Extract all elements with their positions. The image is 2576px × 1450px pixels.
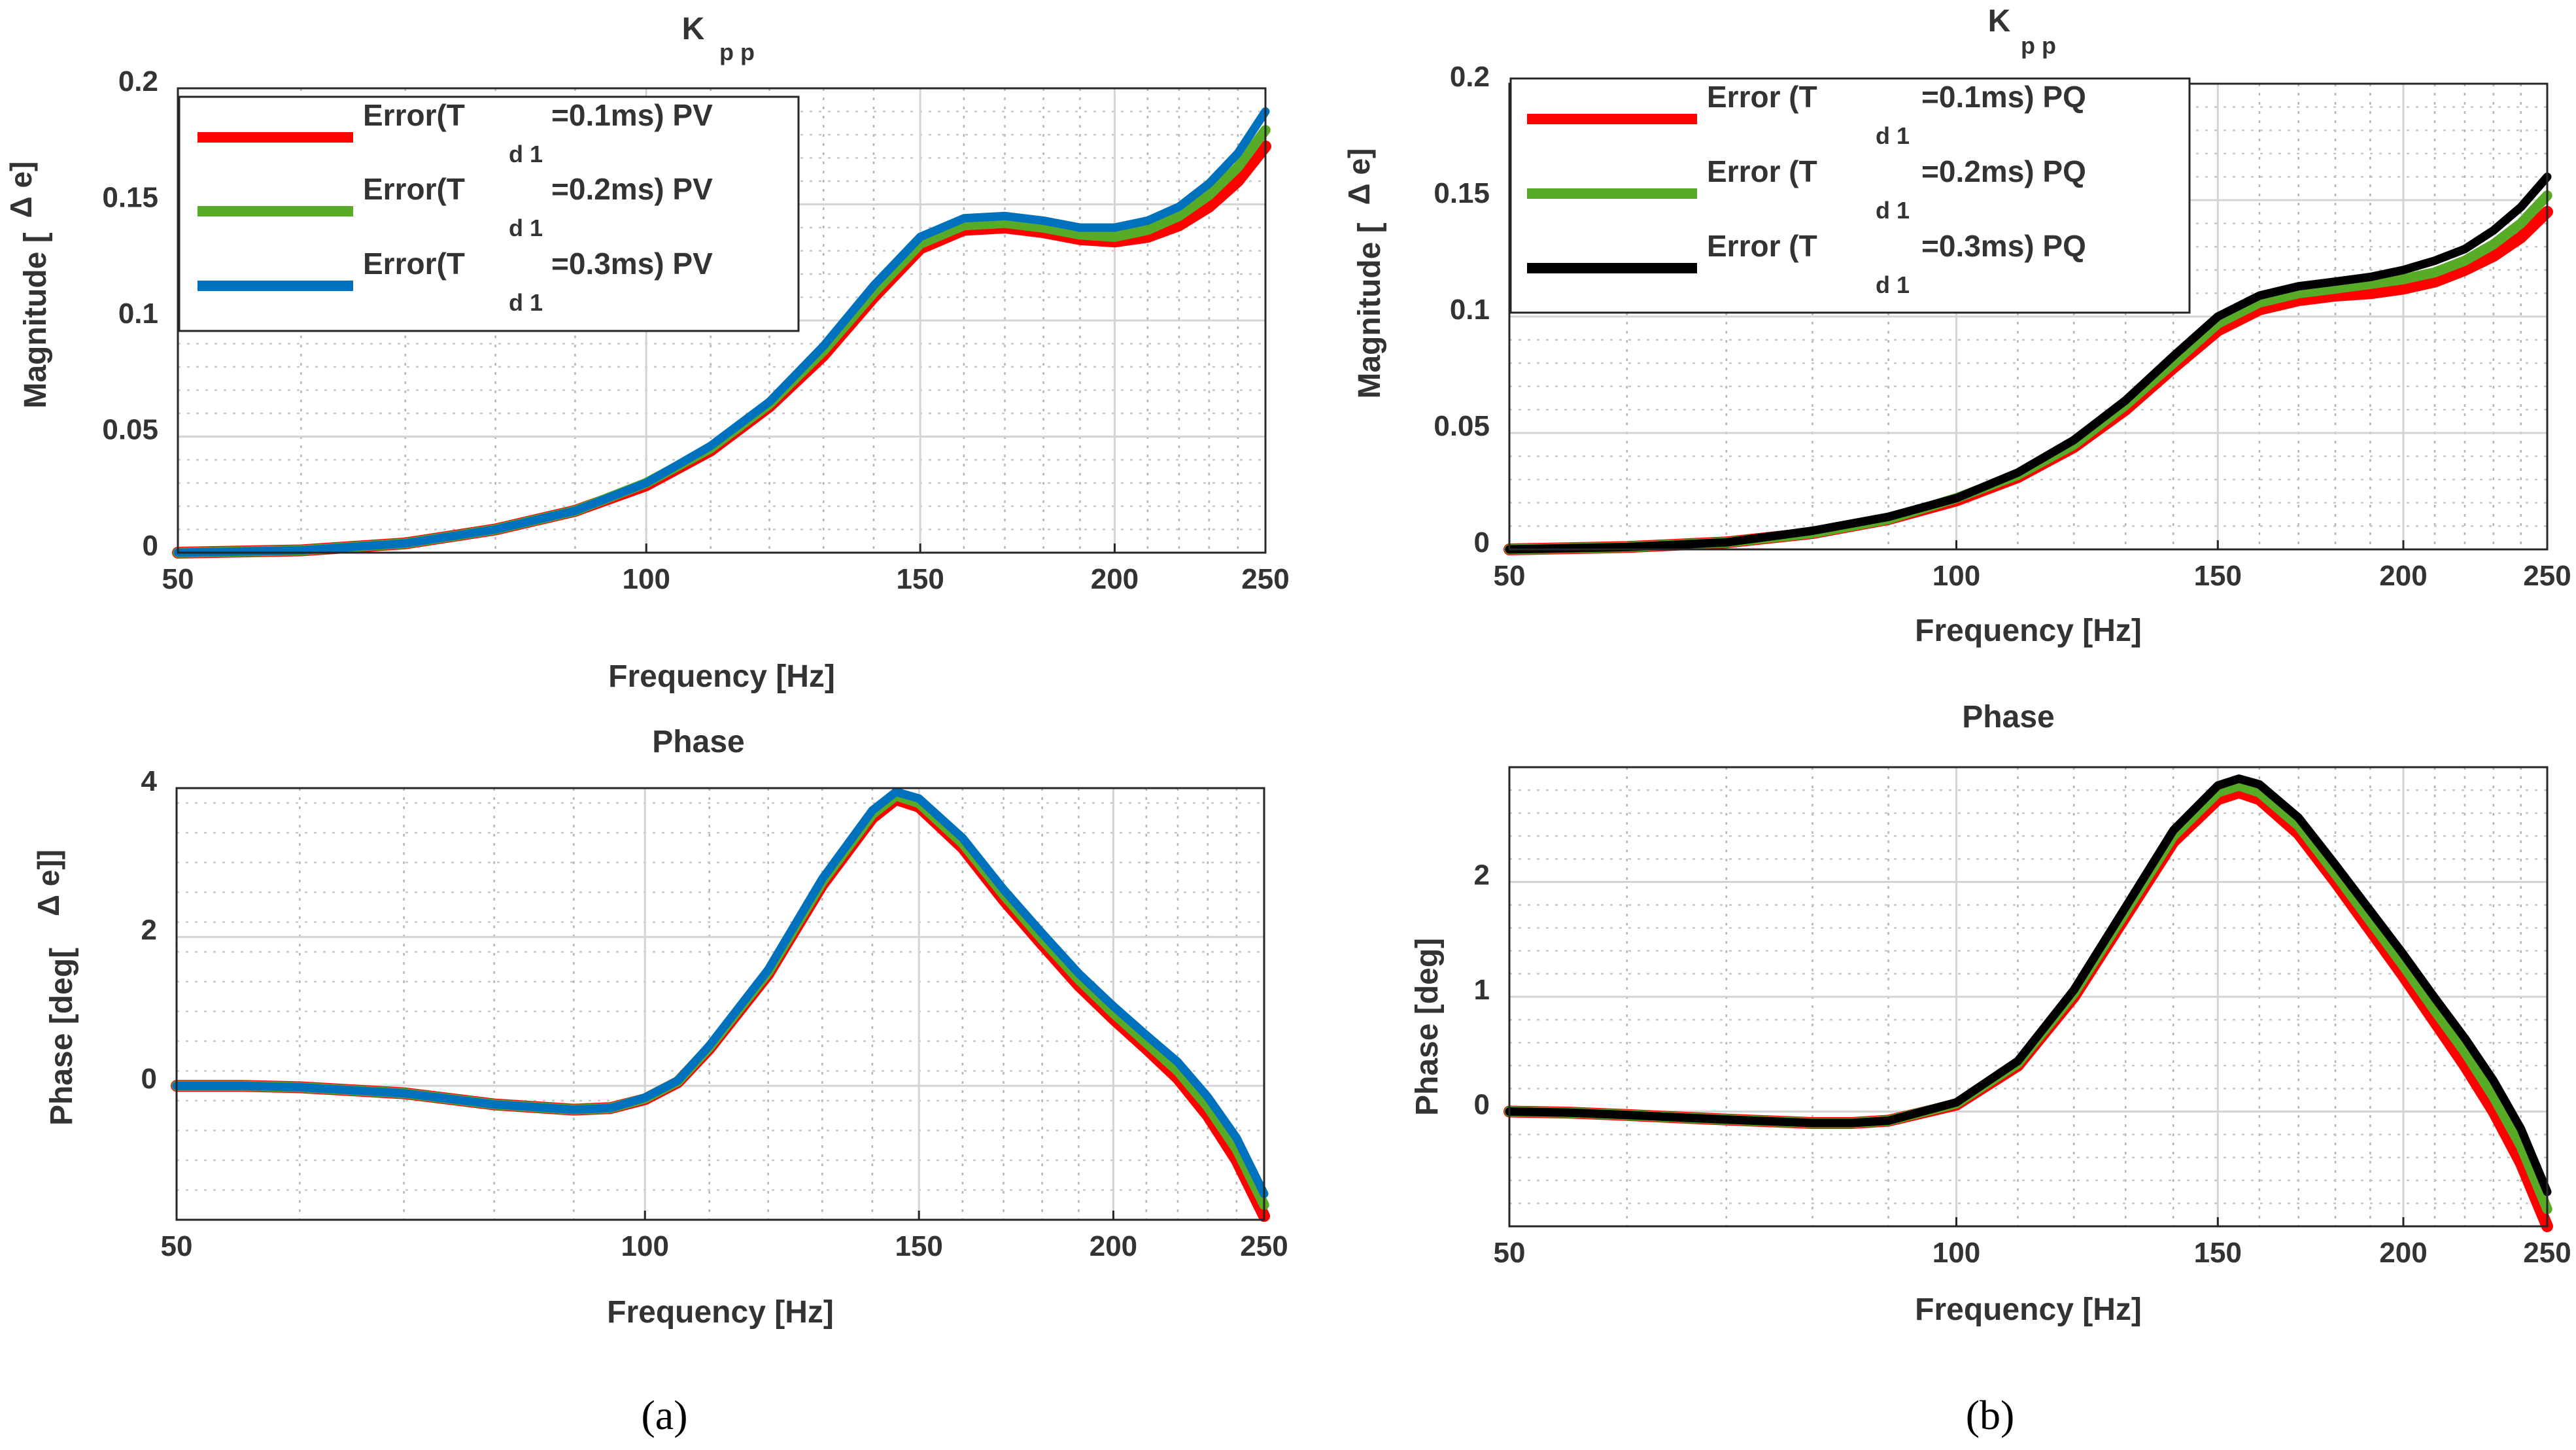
legend: Error (T d 1 =0.1ms) PQ Error (T d 1 =0.2ms) … — [1509, 77, 2191, 314]
x-tick-label: 100 — [1932, 560, 1980, 592]
chart-title: K — [1988, 4, 2011, 39]
y-tick-label: 2 — [1474, 859, 1490, 891]
legend-label: Error(T — [363, 98, 465, 132]
x-tick-label: 200 — [1091, 563, 1139, 595]
y-tick-label: 4 — [141, 765, 158, 797]
legend-label-suffix: =0.1ms) PQ — [1921, 80, 2086, 114]
legend-label: Error(T — [363, 172, 465, 206]
x-tick-label: 100 — [621, 1230, 669, 1262]
x-tick-label: 200 — [1090, 1230, 1137, 1262]
chart-title: K — [682, 12, 705, 46]
y-tick-label: 0.1 — [1450, 294, 1490, 326]
series-line — [1505, 774, 2552, 1196]
y-tick-label: 0.2 — [1450, 61, 1490, 93]
chart-title-subscript: p p — [2021, 32, 2056, 59]
chart-b-magnitude: 50 100 150 200 250 0 0.05 0.1 0.15 0.2 Kp p Frequen… — [1342, 4, 2571, 648]
legend-label-suffix: =0.3ms) PQ — [1921, 229, 2086, 263]
x-tick-label: 200 — [2379, 560, 2427, 592]
y-axis-label: Magnitude [ — [18, 232, 53, 408]
x-axis-label: Frequency [Hz] — [1915, 1292, 2142, 1327]
x-tick-label: 250 — [2523, 560, 2571, 592]
chart-title-subscript: p p — [719, 39, 755, 65]
minor-grid — [177, 788, 1264, 1221]
y-tick-label: 1 — [1474, 974, 1490, 1006]
x-tick-label: 100 — [1932, 1237, 1980, 1269]
x-axis-label: Frequency [Hz] — [1915, 613, 2142, 648]
legend-label: Error (T — [1707, 154, 1817, 188]
plot-area — [177, 788, 1264, 1220]
legend-label: Error (T — [1707, 80, 1817, 114]
y-tick-label: 0.15 — [1434, 177, 1490, 209]
y-tick-label: 0.2 — [118, 65, 158, 97]
y-tick-label: 0 — [1474, 526, 1490, 559]
x-tick-label: 100 — [623, 563, 670, 595]
legend-label: Error (T — [1707, 229, 1817, 263]
legend-label-suffix: =0.2ms) PQ — [1921, 154, 2086, 188]
x-tick-label: 150 — [2194, 1237, 2242, 1269]
x-tick-label: 150 — [895, 1230, 942, 1262]
y-axis-label: Phase [deg] — [1410, 938, 1445, 1116]
chart-title: Phase — [1962, 700, 2054, 734]
series-line — [1505, 172, 2552, 554]
x-tick-label: 50 — [161, 1230, 193, 1262]
legend-label-suffix: =0.1ms) PV — [551, 98, 713, 132]
y-axis-label: Magnitude [ — [1352, 222, 1387, 398]
legend-label-suffix: =0.2ms) PV — [551, 172, 713, 206]
y-tick-label: 0.05 — [1434, 410, 1490, 442]
x-tick-label: 50 — [1494, 560, 1526, 592]
x-tick-label: 250 — [2523, 1237, 2571, 1269]
x-tick-label: 250 — [1241, 563, 1289, 595]
legend-label-subscript: d 1 — [509, 289, 543, 316]
chart-title: Phase — [652, 725, 744, 759]
axes-frame — [175, 787, 1265, 1221]
y-axis-label: Phase [deg[ — [44, 948, 79, 1126]
y-tick-label: 0.05 — [102, 414, 158, 446]
legend-label-subscript: d 1 — [509, 141, 543, 167]
y-tick-label: 0 — [1474, 1089, 1490, 1121]
legend-label: Error(T — [363, 247, 465, 281]
series-line — [172, 787, 1269, 1198]
y-axis-label-delta: Δ e] — [4, 162, 38, 218]
y-tick-label: 0.1 — [118, 298, 158, 330]
legend-label-suffix: =0.3ms) PV — [551, 247, 713, 281]
axes-frame — [177, 87, 1267, 554]
panel-label-b: (b) — [1966, 1392, 2015, 1438]
series-line — [173, 107, 1270, 557]
y-tick-label: 0.15 — [102, 182, 158, 214]
chart-b-phase: 50 100 150 200 250 0 1 2 Phase Frequency [Hz] Phas… — [1410, 700, 2571, 1327]
minor-grid — [178, 88, 1265, 553]
x-tick-label: 150 — [896, 563, 944, 595]
x-axis-label: Frequency [Hz] — [607, 1295, 834, 1330]
y-tick-label: 2 — [141, 914, 157, 946]
chart-a-magnitude: 50 100 150 200 250 0 0.05 0.1 0.15 0.2 Kp p Frequen… — [4, 12, 1290, 694]
x-tick-label: 150 — [2194, 560, 2242, 592]
x-tick-label: 50 — [1494, 1237, 1526, 1269]
x-tick-label: 250 — [1240, 1230, 1288, 1262]
y-tick-label: 0 — [141, 1063, 157, 1095]
axes-frame — [1508, 766, 2549, 1228]
legend-label-subscript: d 1 — [1876, 271, 1910, 298]
panel-label-a: (a) — [641, 1392, 687, 1438]
chart-a-phase: 50 100 150 200 250 0 2 4 Phase Frequency [Hz] Phas… — [31, 725, 1288, 1330]
y-axis-label-delta: Δ e]] — [31, 850, 65, 916]
y-tick-label: 0 — [143, 530, 158, 562]
x-tick-label: 200 — [2379, 1237, 2427, 1269]
legend: Error(T d 1 =0.1ms) PV Error(T d 1 =0.2ms) PV… — [178, 95, 800, 332]
legend-label-subscript: d 1 — [1876, 197, 1910, 224]
y-axis-label-delta: Δ e] — [1342, 148, 1376, 205]
legend-label-subscript: d 1 — [1876, 122, 1910, 149]
x-tick-label: 50 — [162, 563, 194, 595]
legend-label-subscript: d 1 — [509, 215, 543, 241]
x-axis-label: Frequency [Hz] — [608, 659, 835, 694]
